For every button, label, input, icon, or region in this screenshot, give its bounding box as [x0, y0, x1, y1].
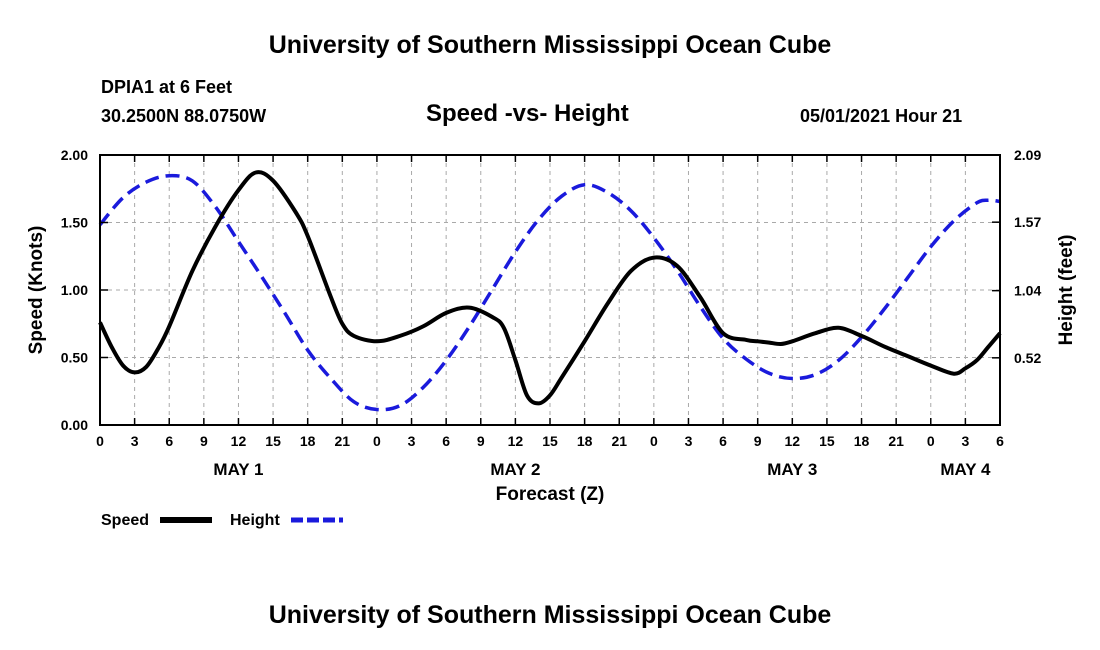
x-tick-label: 0 — [927, 433, 935, 449]
x-tick-label: 18 — [300, 433, 316, 449]
station-coordinates: 30.2500N 88.0750W — [101, 106, 267, 126]
x-tick-label: 12 — [508, 433, 524, 449]
x-tick-label: 6 — [442, 433, 450, 449]
x-tick-label: 0 — [96, 433, 104, 449]
x-axis-label: Forecast (Z) — [496, 484, 605, 505]
y-tick-label: 2.00 — [61, 147, 88, 163]
series-line-height — [98, 173, 1001, 412]
x-tick-label: 0 — [373, 433, 381, 449]
chart: 0 3 6 9 12 15 18 21 0 3 6 9 12 15 18 21 0 3 6 9 12 15 18 21 0 3 6M… — [26, 147, 1077, 529]
x-tick-label: 6 — [165, 433, 173, 449]
station-label: DPIA1 at 6 Feet — [101, 77, 233, 97]
day-label: MAY 3 — [767, 460, 817, 479]
day-label: MAY 1 — [213, 460, 263, 479]
x-tick-label: 15 — [819, 433, 835, 449]
x-tick-label: 9 — [200, 433, 208, 449]
legend-label-speed: Speed — [101, 512, 149, 529]
x-tick-label: 12 — [231, 433, 247, 449]
y-tick-label: 1.00 — [61, 282, 88, 298]
y-axis-label: Speed (Knots) — [26, 226, 47, 355]
y-right-tick-label: 1.04 — [1014, 283, 1041, 299]
x-tick-label: 3 — [408, 433, 416, 449]
x-tick-label: 21 — [888, 433, 904, 449]
series-layer — [98, 170, 1002, 412]
x-tick-label: 18 — [577, 433, 593, 449]
x-tick-label: 3 — [685, 433, 693, 449]
legend: Speed Height — [101, 512, 343, 529]
y-axis-right-label: Height (feet) — [1056, 235, 1077, 346]
x-tick-label: 21 — [335, 433, 351, 449]
x-tick-label: 21 — [611, 433, 627, 449]
x-tick-label: 6 — [719, 433, 727, 449]
y-tick-label: 0.00 — [61, 417, 88, 433]
x-tick-label: 9 — [477, 433, 485, 449]
x-tick-label: 18 — [854, 433, 870, 449]
footer-title: University of Southern Mississippi Ocean… — [268, 601, 832, 629]
x-tick-label: 15 — [265, 433, 281, 449]
x-tick-label: 3 — [961, 433, 969, 449]
y-right-tick-label: 2.09 — [1014, 147, 1041, 163]
y-right-tick-label: 1.57 — [1014, 214, 1041, 230]
legend-label-height: Height — [230, 512, 280, 529]
x-tick-label: 3 — [131, 433, 139, 449]
page-title: University of Southern Mississippi Ocean… — [268, 31, 832, 59]
series-line-speed — [98, 170, 1002, 406]
x-tick-label: 12 — [785, 433, 801, 449]
x-tick-label: 0 — [650, 433, 658, 449]
day-label: MAY 4 — [940, 460, 991, 479]
x-tick-label: 15 — [542, 433, 558, 449]
x-tick-label: 6 — [996, 433, 1004, 449]
x-tick-label: 9 — [754, 433, 762, 449]
y-right-tick-label: 0.52 — [1014, 350, 1041, 366]
day-label: MAY 2 — [490, 460, 540, 479]
chart-subtitle: Speed -vs- Height — [426, 100, 629, 127]
y-tick-label: 0.50 — [61, 350, 88, 366]
y-tick-label: 1.50 — [61, 215, 88, 231]
forecast-datetime: 05/01/2021 Hour 21 — [800, 106, 963, 126]
axes: 0 3 6 9 12 15 18 21 0 3 6 9 12 15 18 21 0 3 6 9 12 15 18 21 0 3 6M… — [61, 147, 1042, 479]
